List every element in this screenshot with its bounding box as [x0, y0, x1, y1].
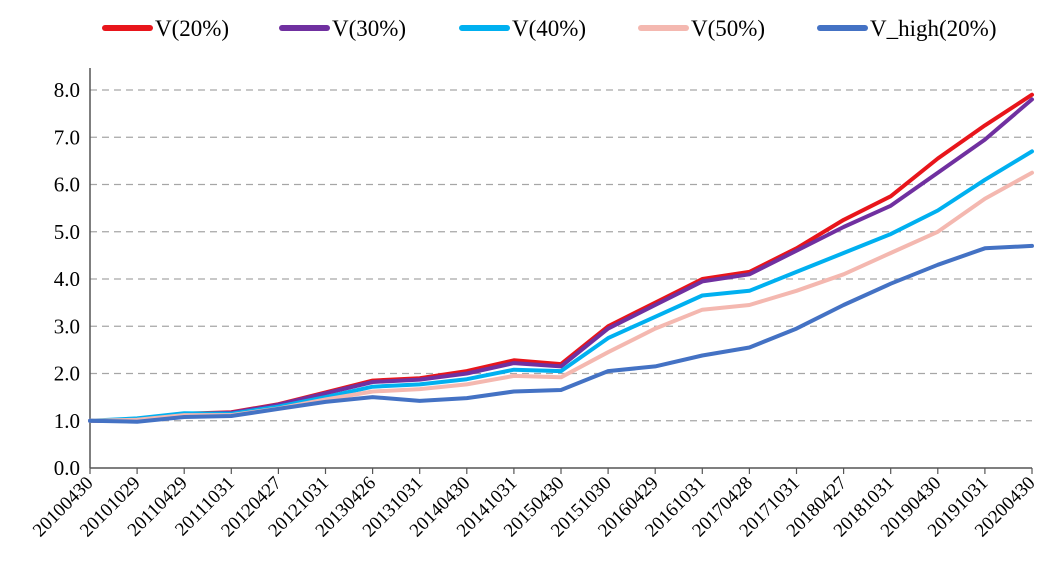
series-line-v-40: [88, 149, 1034, 423]
y-tick-label: 6.0: [54, 173, 80, 197]
legend: V(20%) V(30%) V(40%) V(50%) V_high(20%): [102, 16, 996, 41]
y-tick-label: 2.0: [54, 362, 80, 386]
legend-label: V(40%): [512, 16, 586, 41]
y-tick-label: 3.0: [54, 314, 80, 338]
legend-item: V(40%): [459, 16, 586, 41]
grid-layer: [90, 89, 1032, 422]
axis-layer: [89, 68, 1033, 474]
y-tick-labels: 0.0 1.0 2.0 3.0 4.0 5.0 6.0 7.0 8.0: [54, 78, 80, 480]
legend-item: V_high(20%): [817, 16, 996, 41]
y-tick-label: 1.0: [54, 409, 80, 433]
y-tick-label: 4.0: [54, 267, 80, 291]
x-tick-labels: 2010043020101029201104292011103120120427…: [29, 473, 1040, 542]
y-tick-label: 7.0: [54, 125, 80, 149]
series-line-v-50: [88, 170, 1034, 423]
y-tick-label: 0.0: [54, 456, 80, 480]
y-tick-label: 8.0: [54, 78, 80, 102]
legend-item: V(20%): [102, 16, 229, 41]
legend-label: V_high(20%): [870, 16, 996, 41]
y-tick-label: 5.0: [54, 220, 80, 244]
legend-label: V(50%): [691, 16, 765, 41]
series-line-v-high-20: [88, 243, 1034, 424]
legend-item: V(30%): [279, 16, 406, 41]
series-layer: [88, 92, 1034, 424]
legend-item: V(50%): [638, 16, 765, 41]
legend-label: V(30%): [332, 16, 406, 41]
legend-label: V(20%): [155, 16, 229, 41]
